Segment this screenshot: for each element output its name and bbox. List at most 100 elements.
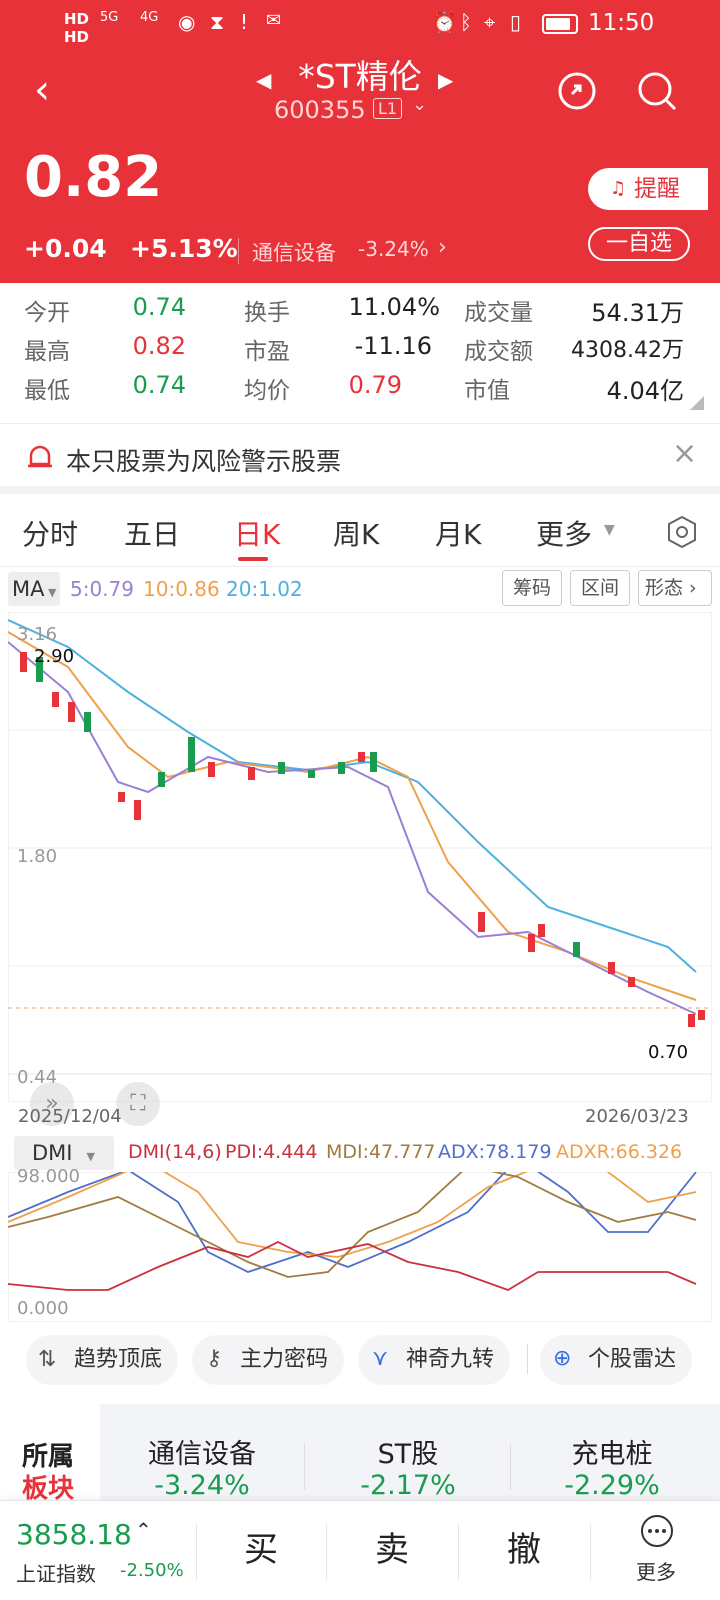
low-value: 0.74: [132, 371, 186, 399]
tab-daily-k[interactable]: 日K: [234, 518, 281, 551]
tab-weekly-k[interactable]: 周K: [333, 518, 380, 551]
tab-active-indicator: [238, 557, 268, 561]
stock-code: 600355: [274, 96, 366, 124]
divider: [458, 1524, 459, 1580]
stock-header: HD HD 5G 4G ◉ ⧗ ! ✉ ⏰ ᛒ ⌖ ▯ 11:50 ‹ ◀ *S…: [0, 0, 720, 283]
y-axis-bottom-label: 0.44: [17, 1067, 58, 1088]
divider: [0, 566, 720, 567]
pattern-button[interactable]: 形态 ›: [638, 570, 712, 606]
sell-button[interactable]: 卖: [375, 1530, 409, 1570]
index-value[interactable]: 3858.18: [16, 1518, 132, 1551]
cancel-order-button[interactable]: 撤: [507, 1530, 541, 1570]
adx-line: [8, 1172, 697, 1273]
stock-radar-label: 个股雷达: [588, 1347, 677, 1372]
chart-frame: [8, 612, 712, 1102]
eye-icon: ◉: [178, 10, 196, 34]
hourglass-icon: ⧗: [210, 10, 225, 34]
chevron-up-icon[interactable]: ⌃: [135, 1518, 152, 1542]
candle: [188, 737, 195, 772]
mdi-value: MDI:47.777: [326, 1141, 436, 1163]
date-end-label: 2026/03/23: [585, 1106, 689, 1127]
avg-value: 0.79: [348, 371, 402, 399]
vibrate-icon: ▯: [510, 10, 522, 34]
amount-label: 成交额: [464, 339, 533, 365]
candle: [20, 652, 27, 672]
adxr-line: [8, 1172, 697, 1258]
candle: [370, 752, 377, 772]
date-start-label: 2025/12/04: [18, 1106, 122, 1127]
stock-radar-button[interactable]: 个股雷达: [540, 1335, 692, 1385]
candle: [208, 762, 215, 777]
next-stock-icon[interactable]: ▶: [438, 68, 454, 92]
divider: [0, 423, 720, 424]
dmi-chart[interactable]: [8, 1172, 712, 1322]
low-marker: 0.70: [648, 1042, 689, 1063]
kline-chart[interactable]: [8, 612, 712, 1102]
expand-corner-icon[interactable]: [690, 396, 704, 410]
main-force-button[interactable]: 主力密码: [192, 1335, 344, 1385]
divider: [238, 238, 239, 264]
bluetooth-icon: ᛒ: [460, 10, 472, 34]
sector-panel: [100, 1404, 720, 1500]
sector-label-1: 所属: [22, 1442, 75, 1472]
battery-icon: [542, 14, 578, 34]
divider: [527, 1344, 528, 1374]
close-icon[interactable]: ×: [672, 436, 698, 471]
refresh-icon[interactable]: [556, 70, 598, 112]
high-label: 最高: [24, 339, 70, 365]
buy-button[interactable]: 买: [244, 1530, 278, 1570]
settings-icon[interactable]: [666, 515, 698, 549]
candle: [698, 1010, 705, 1020]
back-icon[interactable]: ‹: [34, 67, 50, 113]
candle: [538, 924, 545, 937]
remind-button[interactable]: 提醒: [588, 168, 708, 210]
chips-button[interactable]: 筹码: [502, 570, 562, 606]
pe-value: -11.16: [354, 332, 432, 360]
chevron-right-icon[interactable]: ›: [438, 235, 447, 260]
ma-selector[interactable]: MA ▼: [8, 572, 60, 606]
hd-badge-2: HD: [64, 28, 90, 46]
scroll-forward-icon[interactable]: »: [30, 1082, 74, 1126]
divider: [304, 1444, 305, 1490]
tab-monthly-k[interactable]: 月K: [435, 518, 482, 551]
high-marker: 2.90: [34, 646, 75, 667]
tab-intraday[interactable]: 分时: [22, 518, 79, 551]
indicator-selector[interactable]: DMI ▼: [14, 1136, 114, 1170]
search-icon[interactable]: [636, 70, 678, 112]
ma-selector-label: MA: [12, 577, 45, 601]
candle: [478, 912, 485, 932]
candle: [608, 962, 615, 974]
clock: 11:50: [588, 10, 655, 36]
more-dots-icon[interactable]: [640, 1514, 674, 1548]
high-value: 0.82: [132, 332, 186, 360]
level-badge[interactable]: L1: [373, 98, 403, 119]
last-price: 0.82: [24, 145, 163, 210]
pdi-line: [8, 1240, 697, 1291]
indicator-selector-label: DMI: [32, 1141, 73, 1165]
candle: [68, 702, 75, 722]
divider: [590, 1524, 591, 1580]
candle: [528, 934, 535, 952]
range-button[interactable]: 区间: [570, 570, 630, 606]
stock-name: *ST精伦: [298, 57, 422, 96]
ma10-value: 10:0.86: [143, 577, 220, 601]
prev-stock-icon[interactable]: ◀: [256, 68, 272, 92]
caret-down-icon: ▼: [604, 522, 615, 538]
turnover-value: 11.04%: [348, 293, 440, 321]
tab-more[interactable]: 更多: [536, 518, 593, 551]
magic-nine-button[interactable]: 神奇九转: [358, 1335, 510, 1385]
open-label: 今开: [24, 300, 70, 326]
pe-label: 市盈: [244, 339, 290, 365]
sector-link[interactable]: 通信设备: [252, 241, 336, 265]
trend-top-bottom-button[interactable]: 趋势顶底: [26, 1335, 178, 1385]
tab-five-day[interactable]: 五日: [124, 518, 181, 551]
app-notify-icon: ✉: [266, 10, 282, 31]
add-watchlist-button[interactable]: 一自选: [588, 227, 690, 261]
warning-bell-icon: [28, 445, 52, 468]
ma5-value: 5:0.79: [70, 577, 134, 601]
fullscreen-icon[interactable]: ⛶: [116, 1082, 160, 1126]
trend-label: 趋势顶底: [74, 1347, 163, 1372]
chevron-down-icon[interactable]: ⌄: [412, 94, 428, 115]
sector-label-2: 板块: [22, 1474, 75, 1504]
more-label[interactable]: 更多: [636, 1560, 676, 1584]
